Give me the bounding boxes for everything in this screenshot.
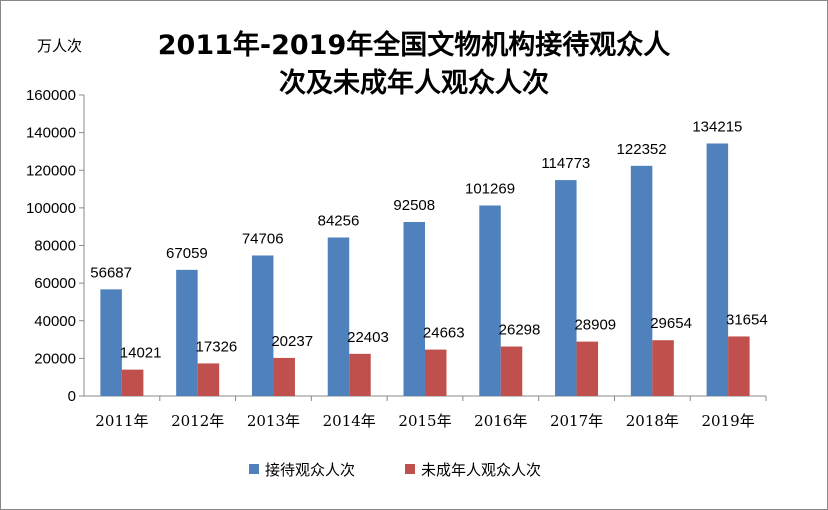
data-label: 114773	[541, 155, 590, 172]
bar-minors	[425, 349, 447, 396]
data-label: 134215	[692, 119, 742, 136]
data-label: 28909	[574, 317, 616, 334]
y-tick-label: 160000	[26, 87, 76, 104]
x-tick-label: 2015年	[398, 412, 451, 430]
bar-minors	[728, 336, 750, 396]
data-label: 24663	[423, 325, 465, 342]
bar-visitors	[100, 289, 122, 396]
y-tick-label: 140000	[26, 125, 76, 142]
bar-minors	[121, 369, 144, 396]
bar-visitors	[555, 180, 577, 396]
y-tick-label: 60000	[34, 275, 76, 292]
bar-visitors	[403, 221, 425, 396]
bar-visitors	[706, 143, 729, 396]
bar-minors	[500, 346, 523, 396]
bar-visitors	[479, 205, 501, 396]
data-label: 22403	[347, 329, 389, 346]
x-tick-label: 2011年	[95, 412, 148, 430]
y-tick-label: 20000	[34, 350, 76, 367]
bar-visitors	[176, 269, 198, 396]
x-tick-label: 2017年	[550, 412, 603, 430]
data-label: 29654	[650, 315, 692, 332]
legend-label: 未成年人观众人次	[421, 461, 541, 479]
chart-title-line2: 次及未成年人观众人次	[279, 68, 549, 99]
data-label: 122352	[617, 141, 667, 158]
bar-visitors	[327, 237, 350, 396]
bar-minors	[197, 363, 220, 396]
data-label: 56687	[90, 264, 132, 281]
y-tick-label: 0	[68, 388, 76, 405]
data-label: 31654	[726, 311, 768, 328]
data-label: 67059	[166, 245, 208, 262]
data-label: 84256	[318, 212, 360, 229]
x-tick-label: 2018年	[626, 412, 679, 430]
legend-swatch	[405, 464, 415, 474]
bar-minors	[349, 353, 371, 396]
data-label: 101269	[465, 180, 515, 197]
bar-minors	[652, 340, 674, 396]
x-tick-label: 2012年	[171, 412, 224, 430]
data-label: 17326	[196, 338, 238, 355]
data-label: 74706	[242, 230, 284, 247]
y-axis-unit: 万人次	[37, 37, 83, 55]
bar-minors	[273, 357, 295, 396]
chart-title-line1: 2011年-2019年全国文物机构接待观众人	[157, 30, 671, 61]
y-tick-label: 120000	[26, 162, 76, 179]
y-tick-label: 80000	[34, 238, 76, 255]
x-tick-label: 2014年	[323, 412, 376, 430]
y-tick-label: 100000	[26, 200, 76, 217]
bar-visitors	[630, 165, 653, 396]
x-tick-label: 2019年	[702, 412, 755, 430]
data-label: 92508	[393, 197, 435, 214]
x-tick-label: 2016年	[474, 412, 527, 430]
y-tick-label: 40000	[34, 313, 76, 330]
data-label: 20237	[271, 333, 313, 350]
legend-swatch	[249, 464, 259, 474]
x-tick-label: 2013年	[247, 412, 300, 430]
data-label: 14021	[120, 345, 162, 362]
legend-label: 接待观众人次	[265, 461, 355, 479]
bar-visitors	[251, 255, 274, 396]
bar-minors	[576, 341, 599, 396]
data-label: 26298	[499, 322, 541, 339]
